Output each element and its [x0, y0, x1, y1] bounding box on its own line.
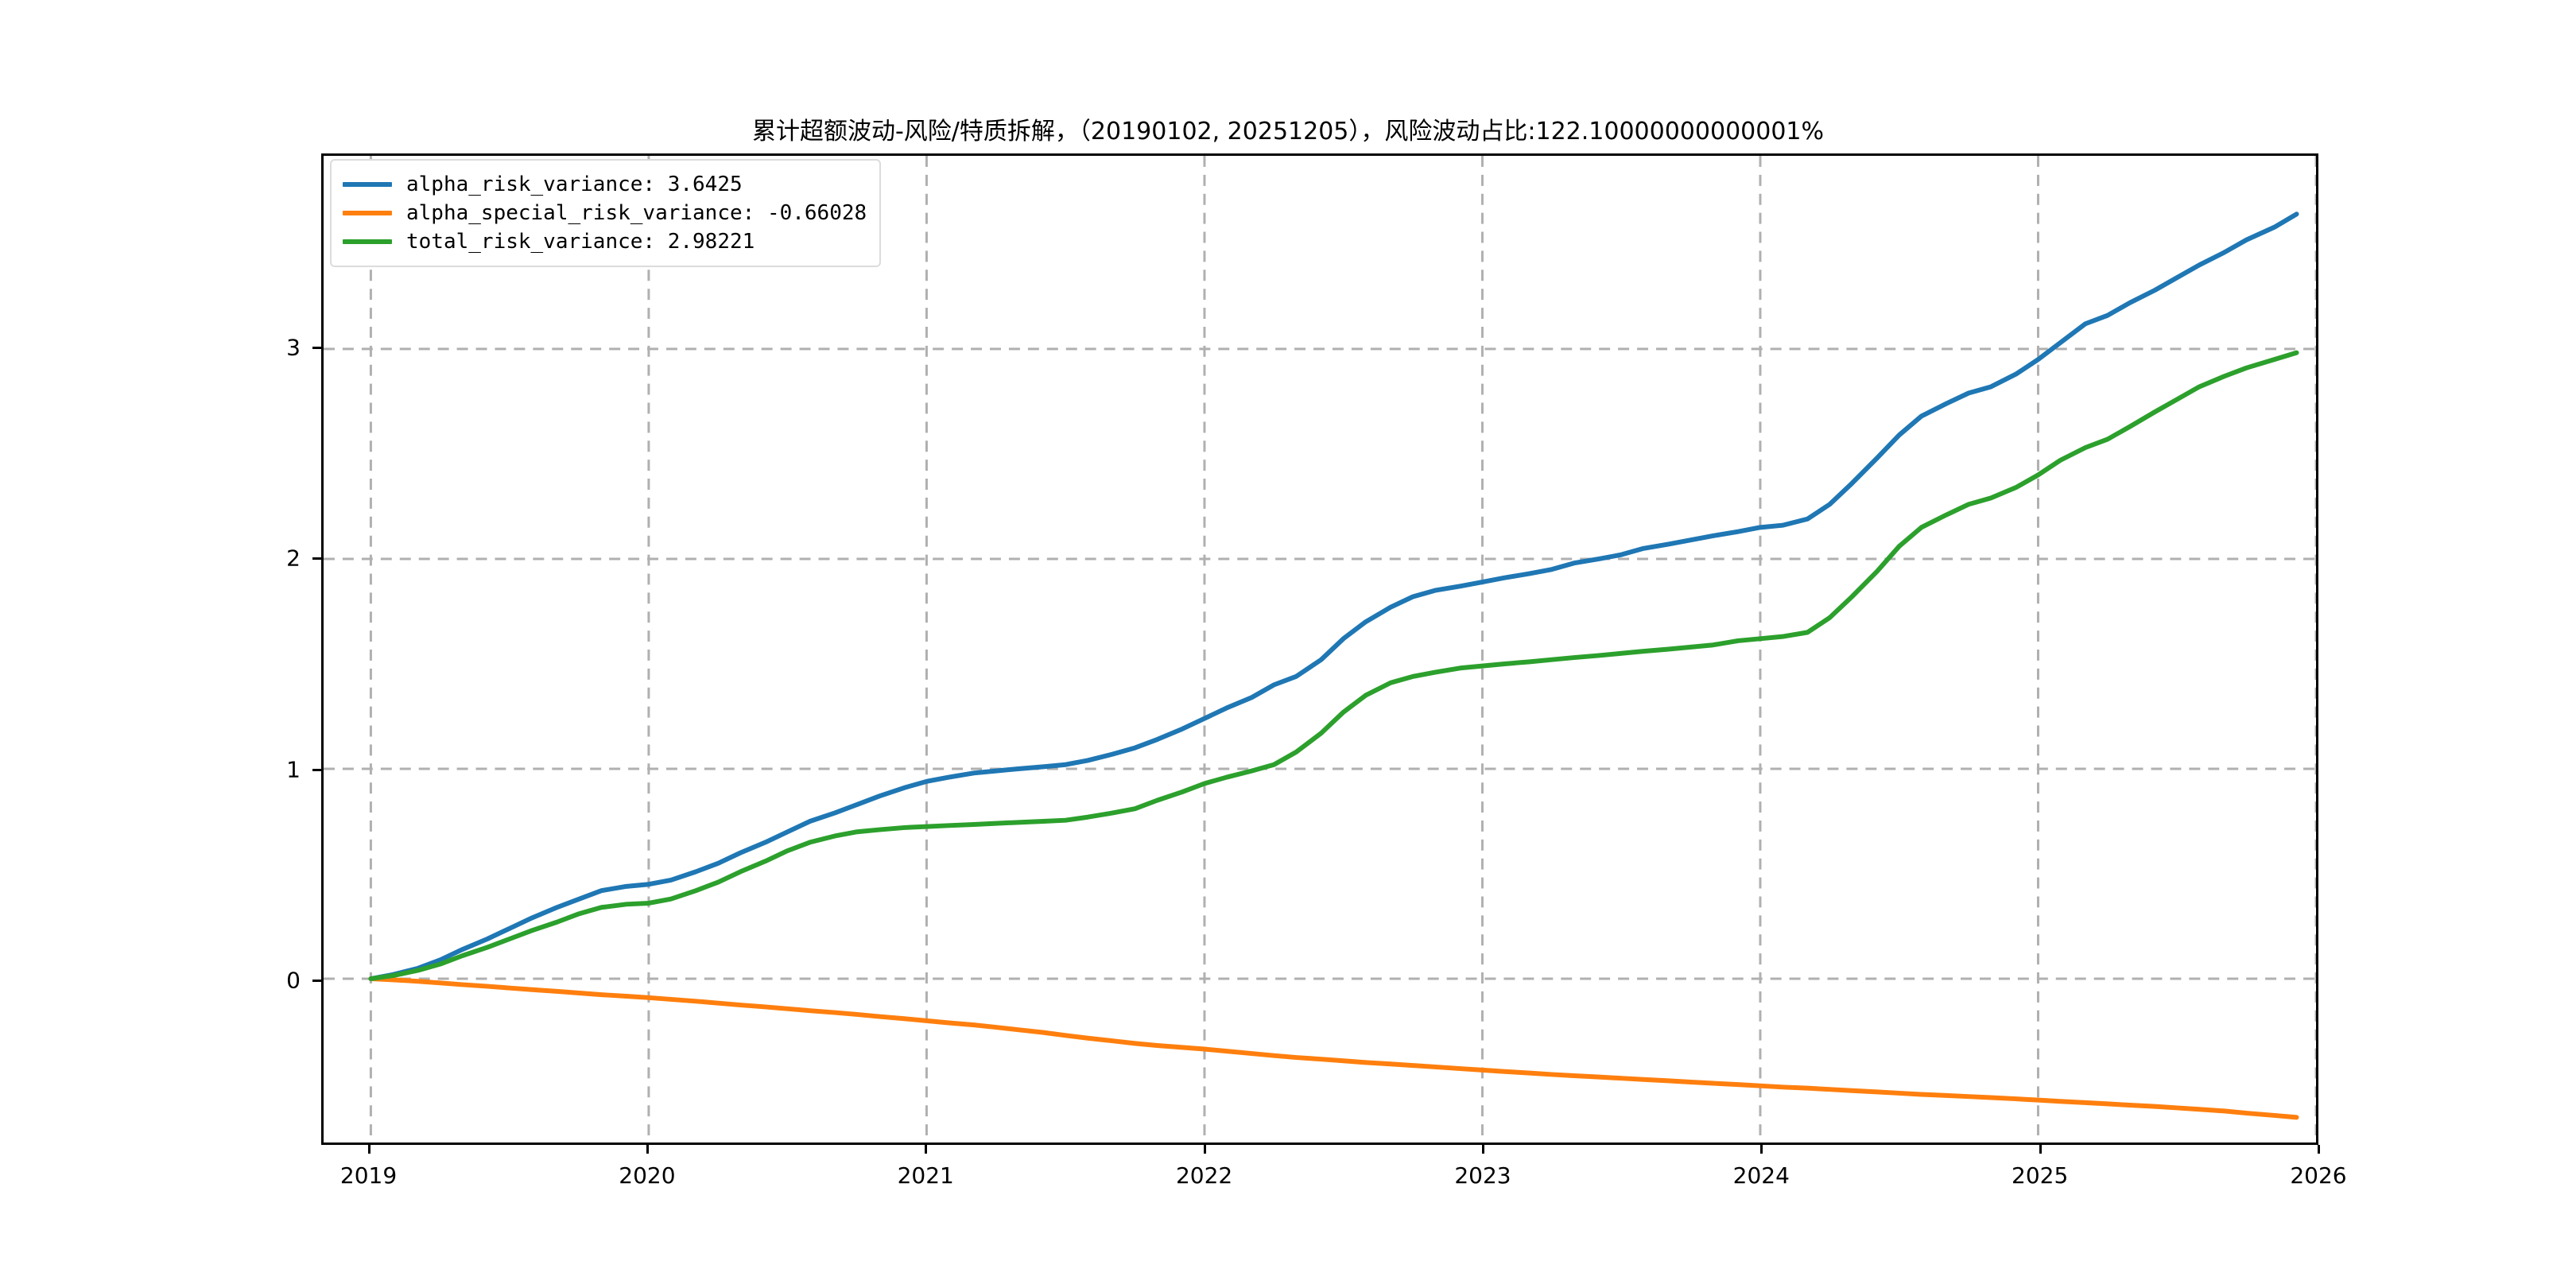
legend-item-alpha_special_risk_variance[interactable]: alpha_special_risk_variance: -0.66028: [343, 199, 867, 227]
y-tick-mark: [312, 768, 321, 771]
y-tick-label: 0: [286, 967, 301, 994]
x-tick-mark: [367, 1145, 370, 1154]
page-title: 累计超额波动-风险/特质拆解，（20190102, 20251205），风险波动…: [751, 118, 1825, 145]
x-tick-mark: [925, 1145, 928, 1154]
y-tick-mark: [312, 347, 321, 350]
series-lines: [368, 211, 2299, 1120]
y-tick-label: 3: [286, 334, 301, 361]
plot-svg: [324, 156, 2316, 1143]
grid-lines: [324, 156, 2316, 1143]
x-tick-mark: [1760, 1145, 1763, 1154]
legend-label-alpha_special_risk_variance: alpha_special_risk_variance: -0.66028: [406, 201, 867, 225]
x-tick-label: 2022: [1175, 1162, 1233, 1189]
y-tick-mark: [312, 557, 321, 561]
legend-swatch-total_risk_variance: [343, 239, 392, 244]
x-tick-label: 2019: [339, 1162, 398, 1189]
legend-item-alpha_risk_variance[interactable]: alpha_risk_variance: 3.6425: [343, 170, 867, 199]
series-line-alpha_risk_variance: [368, 211, 2299, 982]
x-tick-label: 2021: [897, 1162, 954, 1189]
x-tick-mark: [646, 1145, 649, 1154]
legend-swatch-alpha_risk_variance: [343, 182, 392, 187]
x-tick-mark: [1481, 1145, 1484, 1154]
series-line-alpha_special_risk_variance: [368, 976, 2299, 1120]
x-tick-mark: [2318, 1145, 2320, 1154]
x-tick-label: 2023: [1454, 1162, 1511, 1189]
legend-label-total_risk_variance: total_risk_variance: 2.98221: [406, 230, 755, 254]
legend-label-alpha_risk_variance: alpha_risk_variance: 3.6425: [406, 173, 743, 196]
plot-area: [321, 153, 2318, 1145]
y-tick-mark: [312, 980, 321, 983]
x-tick-label: 2025: [2012, 1162, 2069, 1189]
series-line-total_risk_variance: [368, 350, 2299, 982]
legend-item-total_risk_variance[interactable]: total_risk_variance: 2.98221: [343, 227, 867, 256]
y-tick-label: 2: [286, 545, 301, 572]
x-tick-label: 2024: [1732, 1162, 1790, 1189]
y-tick-label: 1: [286, 756, 301, 783]
legend-box: alpha_risk_variance: 3.6425 alpha_special…: [330, 159, 882, 267]
x-tick-mark: [2039, 1145, 2042, 1154]
x-tick-label: 2026: [2290, 1162, 2347, 1189]
legend-swatch-alpha_special_risk_variance: [343, 211, 392, 215]
x-tick-mark: [1203, 1145, 1206, 1154]
x-tick-label: 2020: [619, 1162, 676, 1189]
